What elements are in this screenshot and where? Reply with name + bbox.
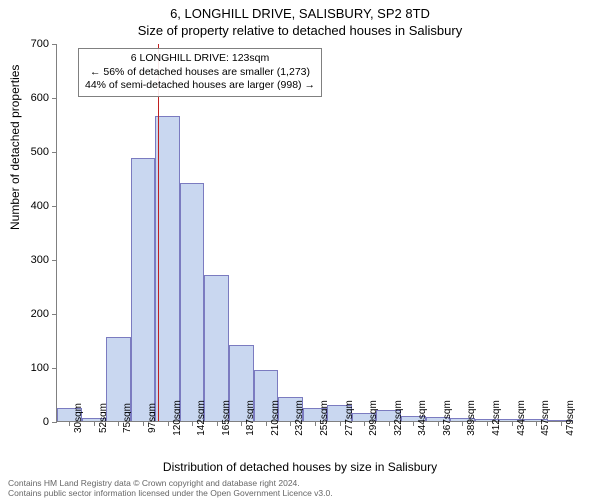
ytick-mark xyxy=(52,314,57,315)
ytick-label: 200 xyxy=(19,308,49,320)
xtick-mark xyxy=(389,421,390,426)
xtick-mark xyxy=(290,421,291,426)
xtick-mark xyxy=(487,421,488,426)
property-info-box: 6 LONGHILL DRIVE: 123sqm ← 56% of detach… xyxy=(78,48,322,97)
ytick-mark xyxy=(52,368,57,369)
ytick-label: 700 xyxy=(19,38,49,50)
xtick-mark xyxy=(266,421,267,426)
xtick-label: 412sqm xyxy=(491,400,502,436)
x-axis-label: Distribution of detached houses by size … xyxy=(0,460,600,474)
xtick-mark xyxy=(561,421,562,426)
xtick-mark xyxy=(462,421,463,426)
ytick-label: 600 xyxy=(19,92,49,104)
xtick-mark xyxy=(340,421,341,426)
info-line-smaller: ← 56% of detached houses are smaller (1,… xyxy=(85,66,315,80)
xtick-mark xyxy=(69,421,70,426)
xtick-mark xyxy=(364,421,365,426)
xtick-mark xyxy=(241,421,242,426)
ytick-mark xyxy=(52,260,57,261)
info-line-property: 6 LONGHILL DRIVE: 123sqm xyxy=(85,52,315,66)
footer-line-1: Contains HM Land Registry data © Crown c… xyxy=(8,478,333,488)
xtick-mark xyxy=(536,421,537,426)
attribution-footer: Contains HM Land Registry data © Crown c… xyxy=(8,478,333,498)
ytick-label: 500 xyxy=(19,146,49,158)
ytick-label: 400 xyxy=(19,200,49,212)
ytick-mark xyxy=(52,206,57,207)
xtick-label: 479sqm xyxy=(565,400,576,436)
xtick-mark xyxy=(168,421,169,426)
xtick-label: 389sqm xyxy=(466,400,477,436)
xtick-mark xyxy=(438,421,439,426)
xtick-mark xyxy=(94,421,95,426)
plot-area: 010020030040050060070030sqm52sqm75sqm97s… xyxy=(56,44,572,422)
property-marker-line xyxy=(158,44,159,421)
xtick-mark xyxy=(217,421,218,426)
histogram-bar xyxy=(180,183,205,421)
histogram-bar xyxy=(131,158,156,421)
ytick-mark xyxy=(52,152,57,153)
page-title-address: 6, LONGHILL DRIVE, SALISBURY, SP2 8TD xyxy=(0,0,600,21)
ytick-mark xyxy=(52,422,57,423)
ytick-mark xyxy=(52,44,57,45)
histogram-bar xyxy=(204,275,229,421)
xtick-mark xyxy=(118,421,119,426)
page-subtitle: Size of property relative to detached ho… xyxy=(0,21,600,38)
ytick-label: 300 xyxy=(19,254,49,266)
xtick-label: 434sqm xyxy=(516,400,527,436)
xtick-mark xyxy=(192,421,193,426)
xtick-mark xyxy=(143,421,144,426)
ytick-label: 100 xyxy=(19,362,49,374)
xtick-mark xyxy=(315,421,316,426)
xtick-label: 457sqm xyxy=(540,400,551,436)
xtick-mark xyxy=(413,421,414,426)
histogram-chart: 010020030040050060070030sqm52sqm75sqm97s… xyxy=(56,44,572,422)
xtick-mark xyxy=(512,421,513,426)
ytick-label: 0 xyxy=(19,416,49,428)
footer-line-2: Contains public sector information licen… xyxy=(8,488,333,498)
info-line-larger: 44% of semi-detached houses are larger (… xyxy=(85,79,315,93)
ytick-mark xyxy=(52,98,57,99)
